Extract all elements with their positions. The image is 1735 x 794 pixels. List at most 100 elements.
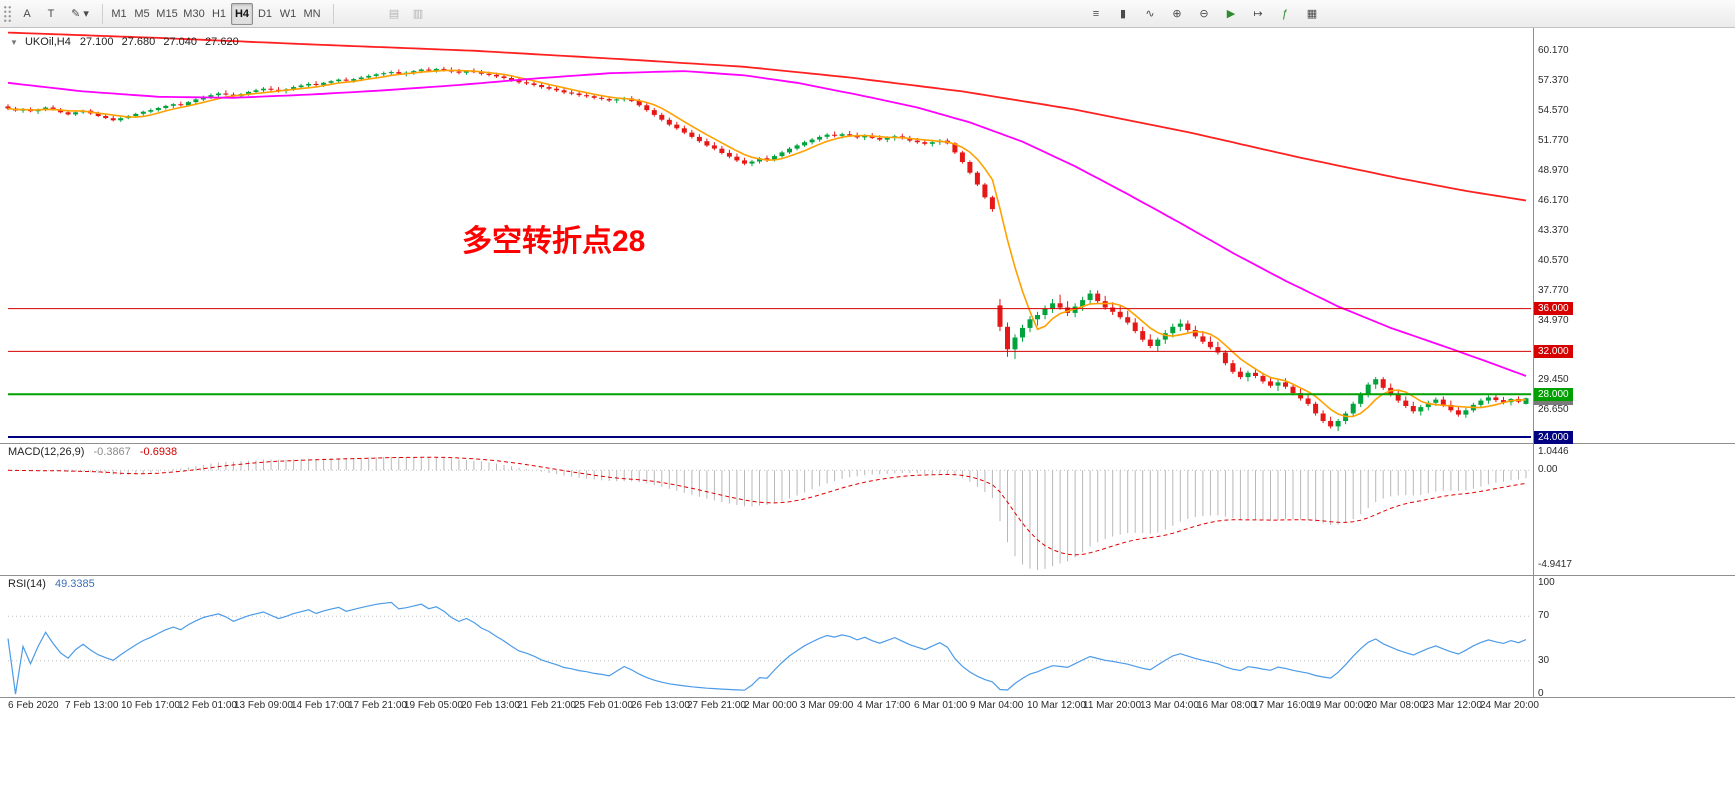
r​si-label: RSI(14) 49.3385 bbox=[8, 578, 95, 590]
macd-axis-zero-label: 0.00 bbox=[1538, 464, 1558, 475]
rsi-line bbox=[7, 601, 1527, 695]
time-axis-label: 6 Mar 01:00 bbox=[914, 700, 968, 711]
collapse-chevron-icon[interactable]: ▼ bbox=[10, 38, 18, 47]
time-axis-label: 19 Mar 00:00 bbox=[1310, 700, 1369, 711]
rsi-axis-0-label: 0 bbox=[1538, 688, 1544, 699]
time-axis-label: 23 Mar 12:00 bbox=[1423, 700, 1482, 711]
timeframe-m15-button[interactable]: M15 bbox=[156, 8, 178, 20]
candles-layer bbox=[5, 66, 1529, 432]
open-value: 27.100 bbox=[79, 36, 114, 48]
line-chart-button[interactable]: ∿ bbox=[1145, 8, 1155, 20]
price-level-badge-32.000: 32.000 bbox=[1534, 345, 1573, 358]
text-label-button[interactable]: T bbox=[47, 8, 55, 20]
chart-macd-splitter[interactable] bbox=[0, 443, 1735, 444]
timeframe-h4-button[interactable]: H4 bbox=[231, 3, 253, 25]
zoom-out-button[interactable]: ⊖ bbox=[1199, 8, 1209, 20]
time-axis-label: 16 Mar 08:00 bbox=[1197, 700, 1256, 711]
templates-button[interactable]: ▦ bbox=[1306, 8, 1318, 20]
chart-annotation-text: 多空转折点28 bbox=[462, 225, 646, 258]
timeframe-w1-button[interactable]: W1 bbox=[279, 8, 297, 20]
toolbar: A T ✎ ▾ M1 M5 M15 M30 H1 H4 D1 W1 MN ▤ ▥ ≡ ▮ ∿ ⊕ ⊖ ▶ ↦ ƒ ▦ bbox=[0, 0, 1735, 28]
candlestick-chart-button[interactable]: ▮ bbox=[1119, 8, 1127, 20]
time-axis-label: 9 Mar 04:00 bbox=[970, 700, 1024, 711]
auto-scroll-button[interactable]: ▶ bbox=[1226, 8, 1236, 20]
time-axis-label: 13 Feb 09:00 bbox=[234, 700, 293, 711]
price-tick-label: 48.970 bbox=[1538, 165, 1569, 176]
macd-canvas[interactable] bbox=[0, 444, 1735, 575]
timeframe-h1-button[interactable]: H1 bbox=[211, 8, 227, 20]
price-tick-label: 43.370 bbox=[1538, 225, 1569, 236]
timeframe-m1-button[interactable]: M1 bbox=[111, 8, 127, 20]
time-axis-label: 20 Feb 13:00 bbox=[461, 700, 520, 711]
price-tick-label: 34.970 bbox=[1538, 315, 1569, 326]
time-axis-label: 3 Mar 09:00 bbox=[800, 700, 854, 711]
time-axis-label: 13 Mar 04:00 bbox=[1140, 700, 1199, 711]
rsi-canvas[interactable] bbox=[0, 576, 1735, 697]
time-axis-label: 10 Feb 17:00 bbox=[121, 700, 180, 711]
time-axis-label: 10 Mar 12:00 bbox=[1027, 700, 1086, 711]
indicators-button[interactable]: ƒ bbox=[1281, 8, 1289, 20]
time-axis-label: 20 Mar 08:00 bbox=[1366, 700, 1425, 711]
ma-slow-line bbox=[7, 31, 1527, 202]
time-axis-label: 19 Feb 05:00 bbox=[404, 700, 463, 711]
time-axis-label: 7 Feb 13:00 bbox=[65, 700, 119, 711]
low-value: 27.040 bbox=[163, 36, 197, 48]
time-axis-label: 26 Feb 13:00 bbox=[631, 700, 690, 711]
bar-chart-button[interactable]: ≡ bbox=[1092, 8, 1100, 20]
rsi-axis-100-label: 100 bbox=[1538, 577, 1555, 588]
draw-tools-button[interactable]: ✎ ▾ bbox=[71, 8, 89, 20]
time-axis-label: 11 Mar 20:00 bbox=[1083, 700, 1142, 711]
macd-signal-value: -0.6938 bbox=[139, 446, 178, 458]
time-axis-label: 6 Feb 2020 bbox=[8, 700, 59, 711]
macd-signal-line bbox=[7, 456, 1527, 556]
time-axis-label: 25 Feb 01:00 bbox=[574, 700, 633, 711]
toolbar-separator bbox=[102, 4, 103, 24]
price-tick-label: 54.570 bbox=[1538, 105, 1569, 116]
cascade-windows-button[interactable]: ▥ bbox=[412, 8, 424, 20]
chart-header: ▼ UKOil,H4 27.100 27.680 27.040 27.620 bbox=[10, 36, 239, 48]
rsi-timeaxis-splitter bbox=[0, 697, 1735, 698]
macd-histogram bbox=[15, 456, 1527, 570]
macd-rsi-splitter[interactable] bbox=[0, 575, 1735, 576]
timeframe-m30-button[interactable]: M30 bbox=[183, 8, 205, 20]
price-tick-label: 29.450 bbox=[1538, 374, 1569, 385]
rsi-value: 49.3385 bbox=[54, 578, 95, 590]
macd-title: MACD(12,26,9) bbox=[8, 446, 85, 458]
time-axis-label: 17 Mar 16:00 bbox=[1253, 700, 1312, 711]
macd-axis-min-label: -4.9417 bbox=[1538, 559, 1572, 570]
rsi-title: RSI(14) bbox=[8, 578, 46, 590]
timeframe-mn-button[interactable]: MN bbox=[303, 8, 321, 20]
symbol-period-label: UKOil,H4 bbox=[24, 36, 71, 48]
rsi-axis-70-label: 70 bbox=[1538, 610, 1550, 621]
toolbar-separator bbox=[333, 4, 334, 24]
timeframe-m5-button[interactable]: M5 bbox=[134, 8, 150, 20]
close-value: 27.620 bbox=[205, 36, 239, 48]
zoom-in-button[interactable]: ⊕ bbox=[1172, 8, 1182, 20]
time-axis-label: 2 Mar 00:00 bbox=[744, 700, 798, 711]
macd-label: MACD(12,26,9) -0.3867 -0.6938 bbox=[8, 446, 177, 458]
price-level-badge-24.000: 24.000 bbox=[1534, 431, 1573, 444]
chart-shift-button[interactable]: ↦ bbox=[1253, 8, 1263, 20]
ma-fast-line bbox=[7, 69, 1527, 418]
price-chart-canvas[interactable] bbox=[0, 28, 1735, 443]
price-level-badge-36.000: 36.000 bbox=[1534, 302, 1573, 315]
price-level-badge-28.000: 28.000 bbox=[1534, 388, 1573, 401]
time-axis-label: 12 Feb 01:00 bbox=[178, 700, 237, 711]
time-axis-label: 27 Feb 21:00 bbox=[687, 700, 746, 711]
time-axis-label: 24 Mar 20:00 bbox=[1480, 700, 1539, 711]
macd-main-value: -0.3867 bbox=[93, 446, 131, 458]
toolbar-drag-handle-icon[interactable] bbox=[3, 5, 12, 23]
time-axis-label: 17 Feb 21:00 bbox=[348, 700, 407, 711]
price-tick-label: 57.370 bbox=[1538, 75, 1569, 86]
annotate-text-button[interactable]: A bbox=[23, 8, 31, 20]
tile-windows-button[interactable]: ▤ bbox=[388, 8, 400, 20]
price-tick-label: 37.770 bbox=[1538, 285, 1569, 296]
high-value: 27.680 bbox=[121, 36, 156, 48]
price-tick-label: 40.570 bbox=[1538, 255, 1569, 266]
price-tick-label: 26.650 bbox=[1538, 404, 1569, 415]
moving-averages-layer bbox=[7, 31, 1527, 418]
timeframe-d1-button[interactable]: D1 bbox=[257, 8, 273, 20]
price-tick-label: 46.170 bbox=[1538, 195, 1569, 206]
time-axis-label: 21 Feb 21:00 bbox=[517, 700, 576, 711]
